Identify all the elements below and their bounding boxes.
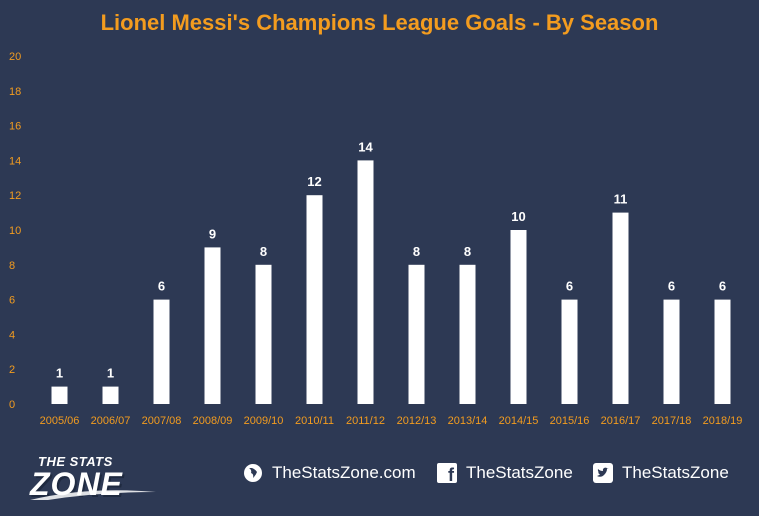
- stats-zone-logo: THE STATS ZONE: [28, 450, 158, 504]
- data-label: 1: [107, 366, 114, 381]
- y-tick-label: 14: [9, 155, 21, 167]
- bar: [510, 230, 527, 404]
- facebook-link[interactable]: f TheStatsZone: [436, 462, 573, 484]
- bar: [714, 299, 731, 404]
- x-tick-label: 2005/06: [40, 415, 80, 427]
- data-label: 8: [260, 244, 267, 259]
- x-axis: 2005/06 2006/07 2007/08 2008/09 2009/10 2010/…: [40, 415, 743, 427]
- website-text: TheStatsZone.com: [272, 463, 416, 482]
- y-axis: 0 2 4 6 8 10 12 14 16 18 20: [9, 51, 21, 411]
- x-tick-label: 2017/18: [652, 415, 692, 427]
- x-tick-label: 2006/07: [91, 415, 131, 427]
- x-tick-label: 2012/13: [397, 415, 437, 427]
- y-tick-label: 0: [9, 399, 15, 411]
- data-label: 12: [307, 174, 321, 189]
- footer: THE STATS ZONE TheStatsZone.com f TheSta…: [0, 440, 759, 516]
- logo-swoosh-icon: [30, 490, 156, 500]
- y-tick-label: 6: [9, 295, 15, 307]
- twitter-link[interactable]: TheStatsZone: [592, 462, 729, 484]
- x-tick-label: 2014/15: [499, 415, 539, 427]
- bar: [612, 212, 629, 404]
- bar: [102, 386, 119, 404]
- x-tick-label: 2018/19: [703, 415, 743, 427]
- bar: [153, 299, 170, 404]
- x-tick-label: 2013/14: [448, 415, 488, 427]
- x-tick-label: 2016/17: [601, 415, 641, 427]
- data-label: 6: [719, 279, 726, 294]
- bar: [663, 299, 680, 404]
- data-label: 6: [158, 279, 165, 294]
- bar: [459, 264, 476, 404]
- y-tick-label: 2: [9, 364, 15, 376]
- website-link[interactable]: TheStatsZone.com: [242, 462, 416, 484]
- y-tick-label: 18: [9, 86, 21, 98]
- logo-text-small: THE STATS: [38, 454, 113, 469]
- facebook-text: TheStatsZone: [466, 463, 573, 482]
- data-label: 10: [511, 209, 525, 224]
- chart-title: Lionel Messi's Champions League Goals - …: [100, 10, 659, 35]
- bar: [204, 247, 221, 404]
- bar: [561, 299, 578, 404]
- bar: [255, 264, 272, 404]
- x-tick-label: 2009/10: [244, 415, 284, 427]
- data-label: 6: [566, 279, 573, 294]
- bar: [357, 160, 374, 404]
- x-tick-label: 2015/16: [550, 415, 590, 427]
- data-label: 9: [209, 226, 216, 241]
- bar: [306, 195, 323, 404]
- bar: [51, 386, 68, 404]
- data-label: 6: [668, 279, 675, 294]
- x-tick-label: 2007/08: [142, 415, 182, 427]
- bars: [51, 160, 731, 404]
- y-tick-label: 4: [9, 329, 15, 341]
- facebook-icon: f: [436, 462, 458, 484]
- twitter-text: TheStatsZone: [622, 463, 729, 482]
- bar: [408, 264, 425, 404]
- y-tick-label: 20: [9, 51, 21, 63]
- x-tick-label: 2010/11: [295, 415, 334, 427]
- data-label: 1: [56, 366, 63, 381]
- y-tick-label: 8: [9, 260, 15, 272]
- y-tick-label: 10: [9, 225, 21, 237]
- y-tick-label: 16: [9, 121, 21, 133]
- data-label: 11: [614, 192, 628, 207]
- data-label: 14: [358, 139, 373, 154]
- twitter-icon: [592, 462, 614, 484]
- x-tick-label: 2011/12: [346, 415, 385, 427]
- globe-icon: [242, 462, 264, 484]
- x-tick-label: 2008/09: [193, 415, 233, 427]
- y-tick-label: 12: [9, 190, 21, 202]
- data-label: 8: [464, 244, 471, 259]
- data-label: 8: [413, 244, 420, 259]
